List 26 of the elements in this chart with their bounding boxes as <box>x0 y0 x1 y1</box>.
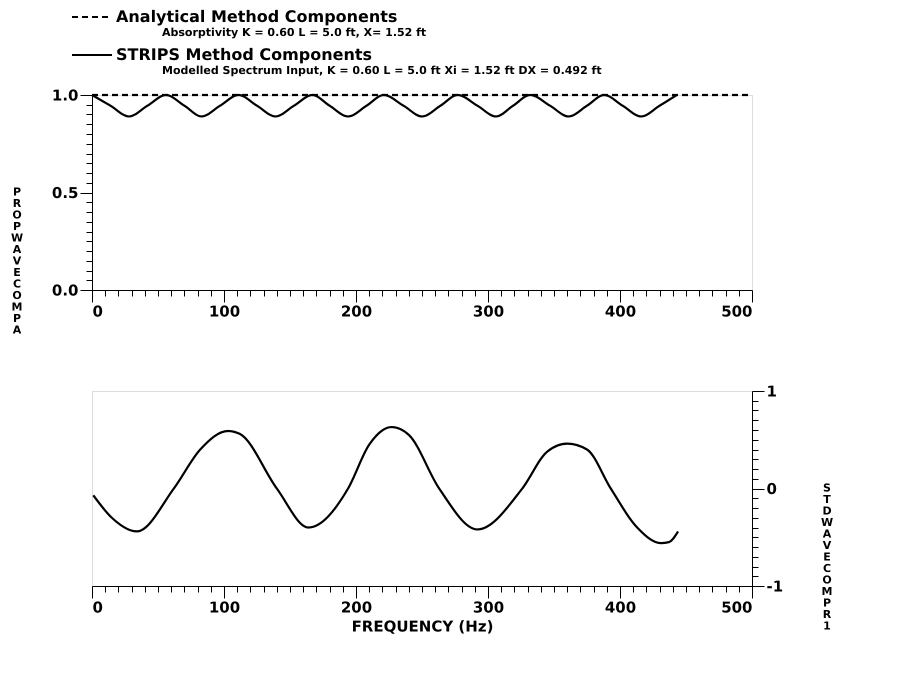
y-tick-label: 0.5 <box>52 184 78 202</box>
text: PROP WAVE COMP A <box>10 186 24 336</box>
x-tick-label: 0 <box>92 302 103 320</box>
x-axis-title: FREQUENCY (Hz) <box>352 618 494 636</box>
x-tick-label: 100 <box>208 598 240 616</box>
y-tick-label: 1.0 <box>52 86 78 104</box>
x-tick-label: 200 <box>340 598 372 616</box>
y-tick-label: 0.0 <box>52 282 78 300</box>
y2-tick-label: 1 <box>766 382 777 400</box>
x-tick-label: 400 <box>604 598 636 616</box>
legend-label: STRIPS Method Components <box>116 45 372 64</box>
x-tick-label: 500 <box>721 598 752 616</box>
x-tick-label: 0 <box>92 598 103 616</box>
text: STD WAVE COMP R1 <box>820 482 834 632</box>
y2-tick-label: 0 <box>766 480 777 498</box>
x-tick-label: 300 <box>472 598 504 616</box>
x-tick-label: 500 <box>721 302 752 320</box>
line-series <box>92 426 680 544</box>
text: Modelled Spectrum Input, K = 0.60 L = 5.0 ft Xi = 1.52 ft DX = 0.492 ft <box>162 64 602 77</box>
x-tick-label: 300 <box>472 302 504 320</box>
y2-tick-label: -1 <box>766 578 784 596</box>
legend-label: Analytical Method Components <box>116 7 398 26</box>
x-tick-label: 200 <box>340 302 372 320</box>
x-tick-label: 400 <box>604 302 636 320</box>
x-tick-label: 100 <box>208 302 240 320</box>
text: Absorptivity K = 0.60 L = 5.0 ft, X= 1.52 ft <box>162 26 426 39</box>
